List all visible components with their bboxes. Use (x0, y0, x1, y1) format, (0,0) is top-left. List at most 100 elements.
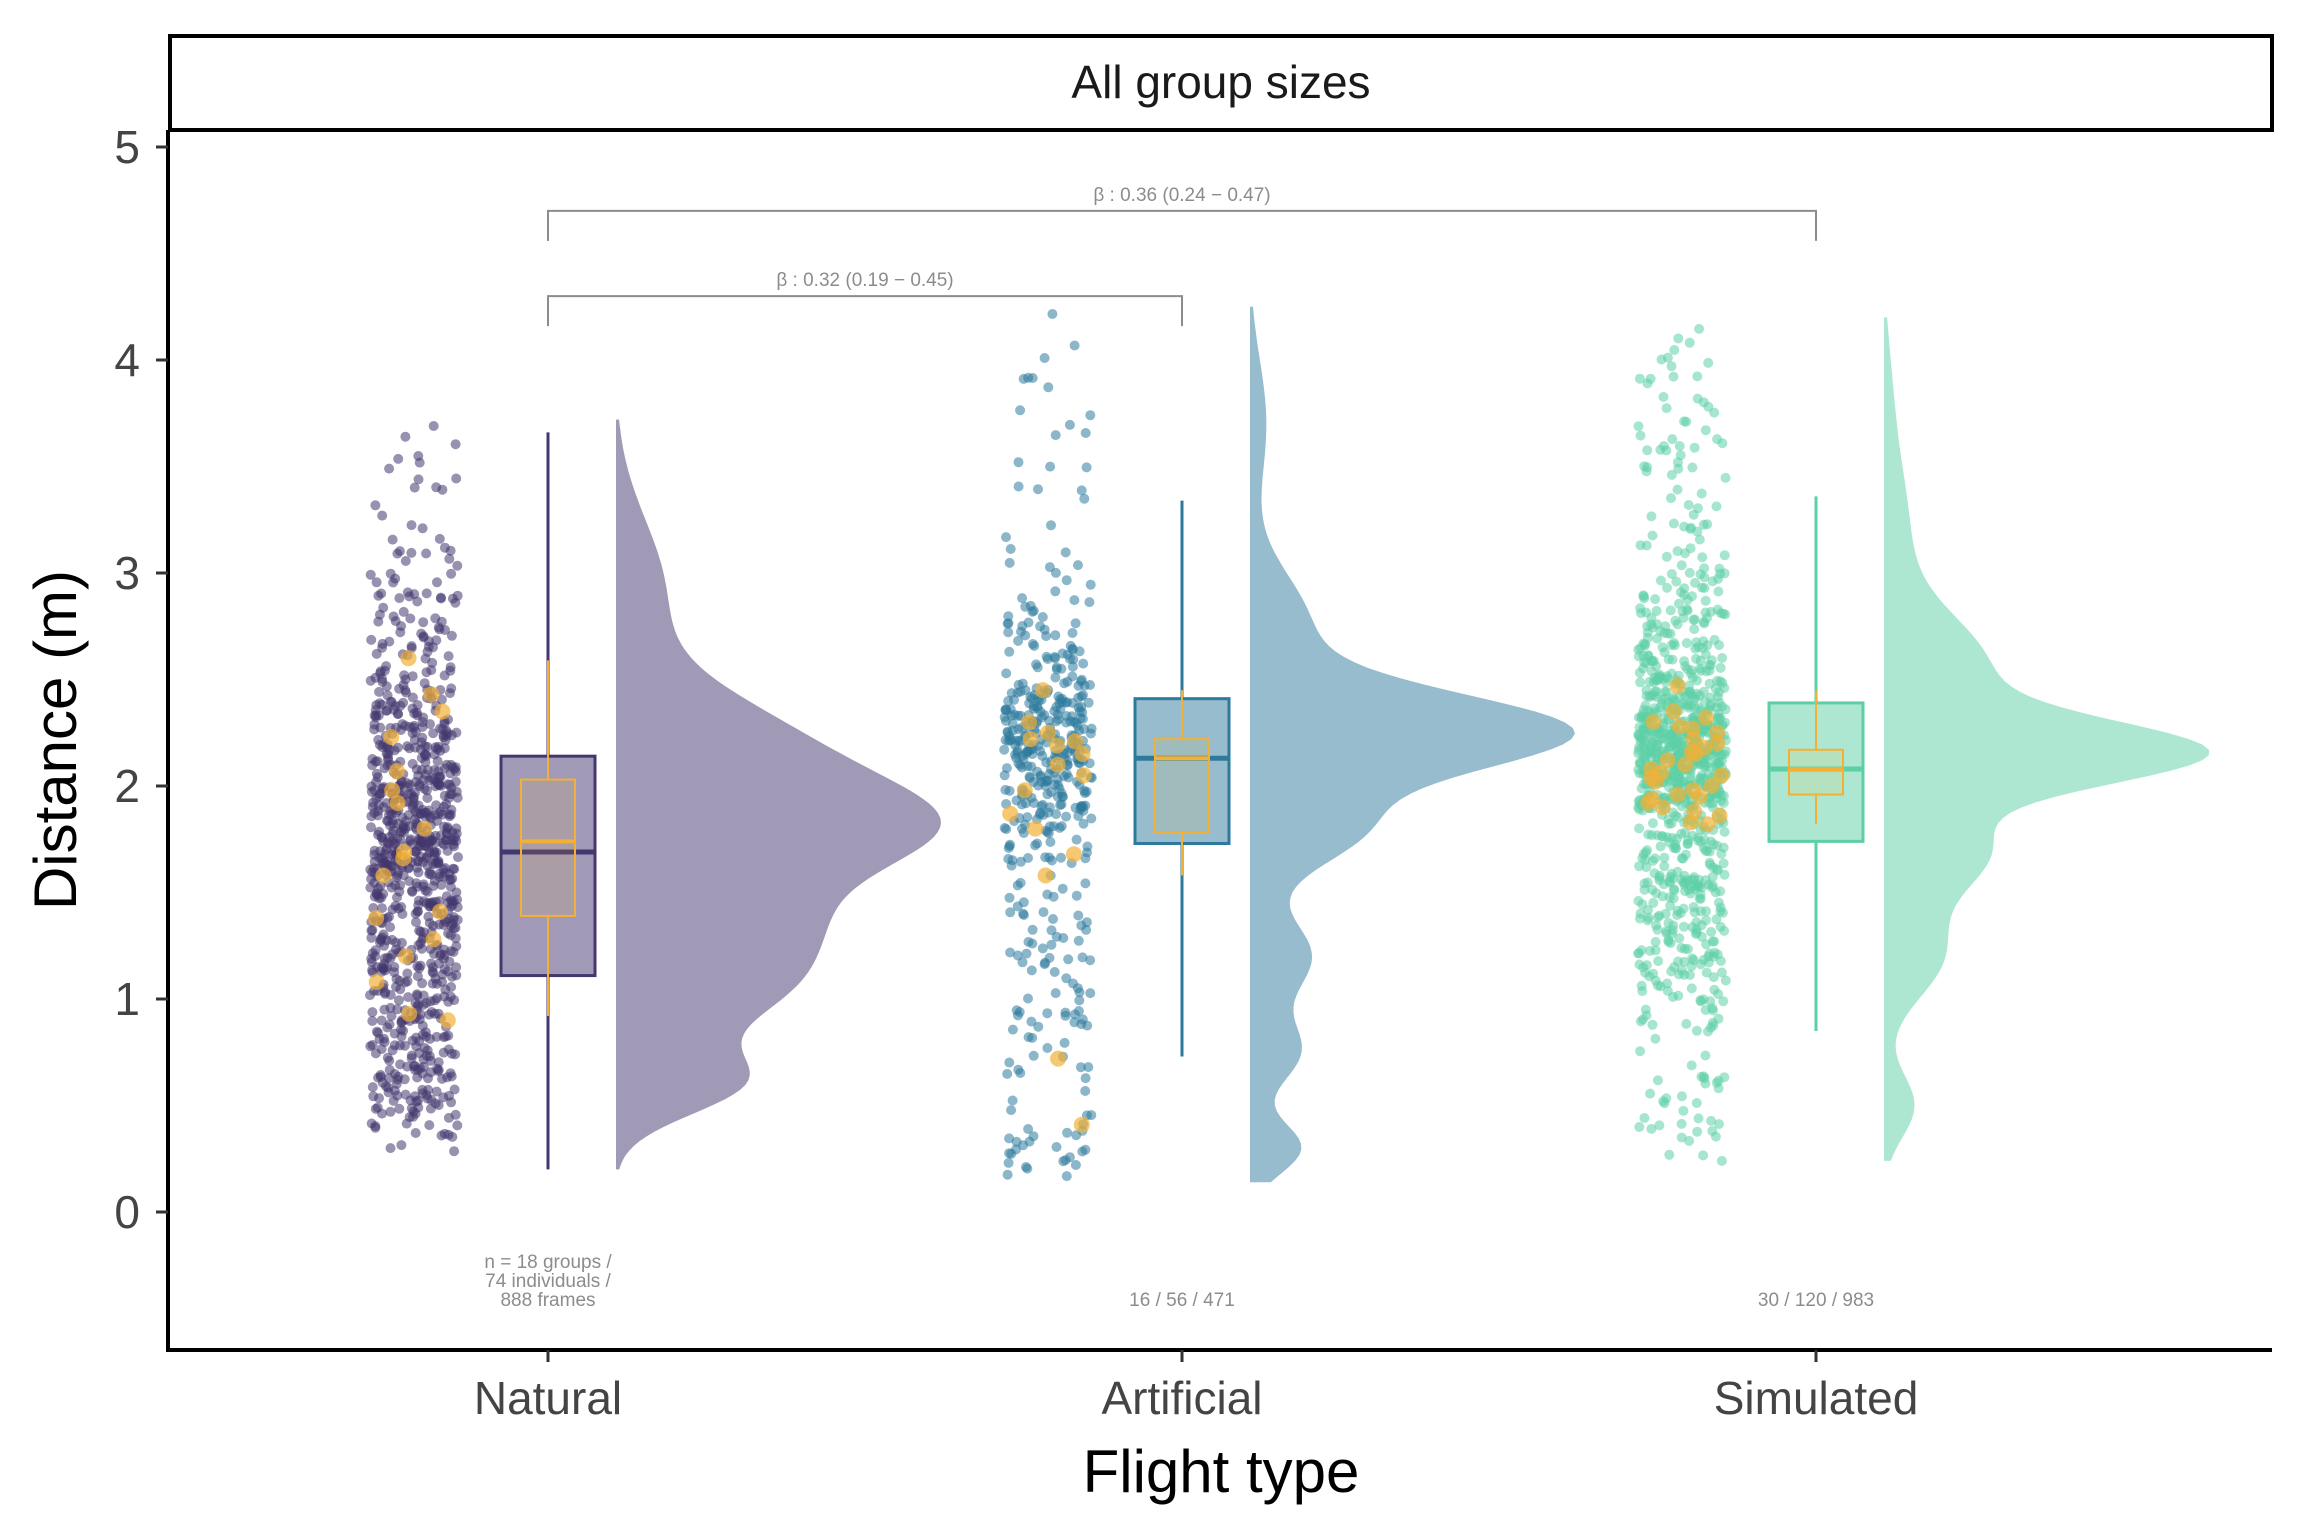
data-point (411, 846, 422, 857)
data-point (1656, 354, 1667, 365)
data-point (1043, 828, 1054, 839)
data-point (1080, 1144, 1091, 1155)
data-point (366, 811, 377, 822)
data-point (443, 1030, 454, 1041)
data-point (1040, 852, 1051, 863)
data-point (1045, 461, 1056, 472)
data-point (1677, 776, 1688, 787)
data-point (1638, 650, 1649, 661)
data-point (433, 1100, 444, 1111)
data-point (1658, 391, 1669, 402)
y-tick-label: 3 (114, 547, 140, 599)
data-point (1085, 410, 1096, 421)
data-point (366, 634, 377, 645)
data-point (1026, 1016, 1037, 1027)
data-point (1715, 662, 1726, 673)
data-point (1699, 572, 1710, 583)
data-point (386, 1011, 397, 1021)
data-point (1716, 1155, 1727, 1166)
data-point (1650, 936, 1661, 947)
data-point (417, 978, 428, 989)
data-point (1037, 799, 1048, 810)
data-point (1634, 823, 1645, 834)
data-point (439, 718, 450, 729)
data-point (428, 881, 439, 891)
y-axis-title: Distance (m) (22, 570, 89, 910)
data-point (1639, 1113, 1650, 1123)
data-point (1686, 983, 1697, 994)
data-point (431, 800, 442, 811)
data-point (1646, 1123, 1657, 1134)
data-point (384, 911, 394, 922)
data-point (1634, 1122, 1645, 1132)
data-point (1635, 677, 1646, 688)
data-point (1021, 1162, 1031, 1172)
data-point (368, 1091, 379, 1102)
data-point (1062, 1127, 1073, 1138)
data-point (433, 622, 444, 633)
data-point (392, 892, 402, 903)
data-point (1063, 954, 1074, 965)
data-point (1049, 652, 1060, 662)
group-mean-point (1671, 718, 1688, 735)
data-point (1081, 924, 1092, 935)
data-point (443, 651, 454, 662)
data-point (1064, 419, 1075, 430)
group-mean-point (388, 763, 405, 780)
group-mean-point (1682, 814, 1699, 831)
data-point (1001, 532, 1011, 543)
data-point (1673, 333, 1684, 344)
bracket-line (547, 295, 1183, 327)
data-point (440, 735, 451, 746)
data-point (385, 1143, 396, 1154)
data-point (414, 1014, 425, 1025)
data-point (1084, 758, 1095, 769)
data-point (1666, 966, 1677, 977)
data-point (1679, 416, 1690, 427)
group-mean-point (1037, 867, 1054, 884)
data-point (1007, 1095, 1018, 1106)
data-point (451, 962, 462, 973)
sample-size-label-artificial: 16 / 56 / 471 (1129, 1290, 1235, 1311)
data-point (446, 782, 457, 793)
data-point (1703, 357, 1714, 368)
group-box-natural (520, 778, 576, 917)
data-point (373, 710, 384, 721)
data-point (1678, 1105, 1689, 1116)
data-point (1655, 575, 1666, 586)
data-point (1666, 569, 1677, 579)
data-point (1028, 798, 1039, 808)
data-point (390, 838, 401, 849)
data-point (1647, 737, 1658, 748)
data-point (1651, 606, 1662, 616)
data-point (1017, 593, 1028, 604)
data-point (379, 857, 390, 868)
data-point (1057, 648, 1068, 659)
data-point (1033, 484, 1043, 495)
data-point (396, 1140, 407, 1151)
data-point (1030, 840, 1041, 851)
data-point (1701, 967, 1712, 978)
data-point (412, 906, 423, 917)
y-tick-label: 0 (114, 1186, 140, 1238)
data-point (1024, 772, 1035, 783)
data-point (1681, 638, 1692, 649)
data-point (1659, 852, 1670, 863)
data-point (406, 520, 417, 531)
data-point (1002, 1068, 1013, 1079)
y-tick-label: 4 (114, 334, 140, 386)
data-point (1676, 801, 1687, 812)
data-point (1049, 967, 1060, 977)
data-point (1079, 493, 1090, 504)
data-point (420, 749, 431, 760)
data-point (1027, 606, 1038, 617)
data-point (384, 463, 395, 474)
data-point (1674, 933, 1685, 944)
data-point (377, 673, 387, 684)
data-point (1676, 1132, 1687, 1143)
data-point (1042, 789, 1053, 800)
data-point (1065, 716, 1076, 727)
data-point (1714, 1119, 1724, 1130)
data-point (1031, 659, 1042, 670)
data-point (418, 999, 429, 1010)
